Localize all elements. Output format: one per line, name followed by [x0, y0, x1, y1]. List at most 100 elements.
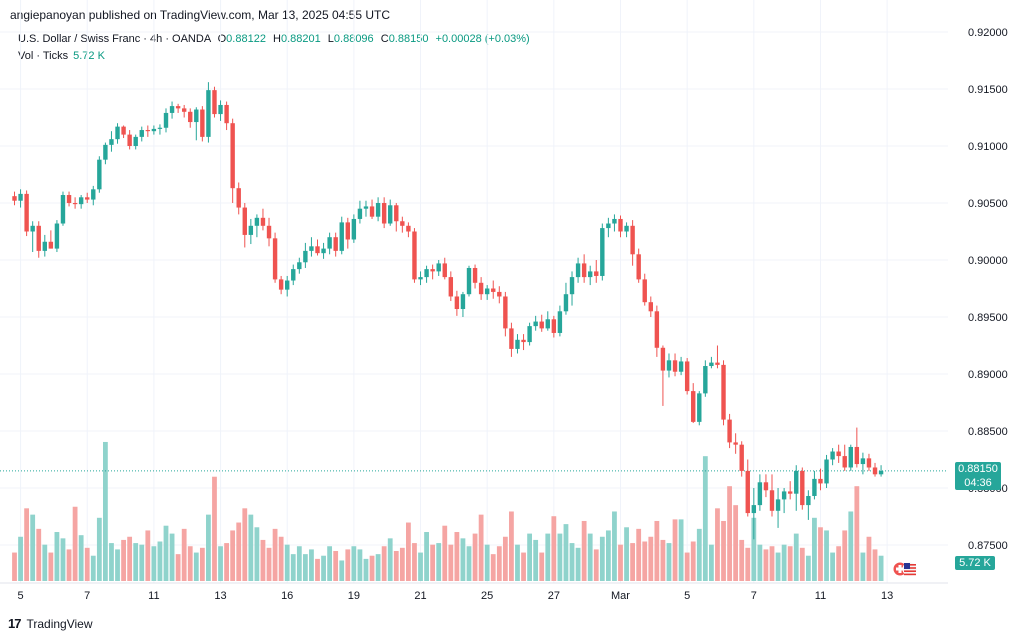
- volume-bar: [830, 552, 835, 581]
- tradingview-brand: TradingView: [26, 616, 93, 631]
- volume-bar: [84, 547, 90, 581]
- candle: [388, 199, 393, 226]
- volume-bar: [709, 544, 714, 581]
- candle: [824, 454, 829, 488]
- volume-bar: [327, 546, 333, 581]
- volume-bar: [72, 506, 78, 581]
- candle: [333, 232, 338, 257]
- candle: [866, 453, 872, 471]
- candle: [466, 265, 472, 297]
- tradingview-logo[interactable]: 17 TradingView: [8, 616, 93, 631]
- candle: [448, 271, 454, 302]
- symbol-name[interactable]: U.S. Dollar / Swiss Franc · 4h · OANDA: [18, 33, 211, 45]
- candle: [660, 345, 666, 406]
- volume-label[interactable]: Vol · Ticks: [18, 50, 69, 62]
- volume-bar: [48, 552, 54, 581]
- candle: [188, 108, 193, 128]
- candle: [115, 123, 120, 144]
- candle: [133, 134, 138, 150]
- time-tick-3: 13: [214, 590, 226, 602]
- price-tick-2: 0.91000: [968, 141, 1008, 153]
- volume-bar: [284, 544, 290, 581]
- volume-bar: [393, 550, 399, 581]
- volume-bar: [490, 554, 496, 581]
- volume-bar: [733, 505, 739, 581]
- volume-bar: [36, 528, 42, 581]
- candle: [600, 223, 605, 281]
- candle: [648, 296, 653, 317]
- volume-bar: [363, 558, 369, 581]
- volume-bar: [763, 549, 769, 581]
- volume-bar: [575, 547, 581, 581]
- candle: [260, 208, 266, 231]
- candle: [812, 470, 817, 500]
- volume-bar: [296, 546, 302, 581]
- candle: [424, 265, 429, 283]
- volume-bar: [636, 528, 642, 581]
- candle: [691, 383, 696, 424]
- volume-bar: [369, 555, 375, 581]
- volume-bar: [527, 533, 532, 581]
- candle: [684, 358, 690, 395]
- volume-bar: [563, 524, 569, 581]
- candle: [18, 189, 23, 208]
- volume-value: 5.72 K: [73, 50, 105, 62]
- time-tick-7: 25: [481, 590, 493, 602]
- volume-bar: [187, 546, 193, 581]
- price-tick-9: 0.87500: [968, 540, 1008, 552]
- candle: [169, 101, 175, 119]
- volume-bar: [751, 517, 757, 581]
- candle: [381, 197, 387, 229]
- candle: [606, 217, 611, 238]
- volume-bar: [805, 555, 811, 581]
- candle: [224, 101, 229, 131]
- volume-bar: [78, 535, 84, 581]
- volume-bar: [345, 549, 351, 581]
- volume-bar: [333, 550, 339, 581]
- volume-bar: [12, 552, 17, 581]
- candle: [497, 286, 502, 304]
- candle: [151, 125, 157, 135]
- volume-bar: [605, 530, 611, 581]
- symbol-legend: U.S. Dollar / Swiss Franc · 4h · OANDA O…: [18, 33, 530, 45]
- volume-bar: [842, 530, 848, 581]
- candle: [109, 131, 114, 152]
- volume-bar: [484, 544, 490, 581]
- publisher-line: angiepanoyan published on TradingView.co…: [10, 8, 391, 22]
- candle: [624, 222, 629, 238]
- candle: [491, 280, 496, 299]
- price-tick-3: 0.90500: [968, 198, 1008, 210]
- candle: [194, 107, 199, 141]
- volume-bar: [60, 538, 66, 581]
- volume-bar: [587, 533, 593, 581]
- volume-bar: [672, 519, 678, 581]
- time-tick-4: 16: [281, 590, 293, 602]
- tradingview-logo-icon: 17: [8, 616, 22, 631]
- price-tick-7: 0.88500: [968, 426, 1008, 438]
- time-tick-12: 11: [815, 590, 826, 602]
- candle: [351, 214, 357, 243]
- volume-bar: [218, 546, 223, 581]
- volume-bar: [90, 555, 96, 581]
- candle: [327, 232, 332, 255]
- candle: [400, 216, 405, 233]
- candle: [654, 305, 660, 357]
- candle: [478, 277, 484, 300]
- candle: [545, 311, 550, 331]
- candle: [36, 221, 41, 258]
- volume-bar: [836, 546, 842, 581]
- close-value: 0.88150: [388, 33, 429, 45]
- candle: [97, 156, 102, 193]
- candle: [781, 488, 787, 514]
- candle: [206, 82, 211, 143]
- volume-bar: [624, 527, 629, 581]
- volume-bar: [539, 552, 545, 581]
- candle: [375, 197, 381, 222]
- chart-grid: [0, 0, 948, 583]
- volume-bar: [145, 530, 151, 581]
- candle: [357, 200, 363, 224]
- currency-flags-icon[interactable]: [892, 559, 920, 579]
- low-label: L: [327, 33, 334, 45]
- candle: [818, 468, 823, 491]
